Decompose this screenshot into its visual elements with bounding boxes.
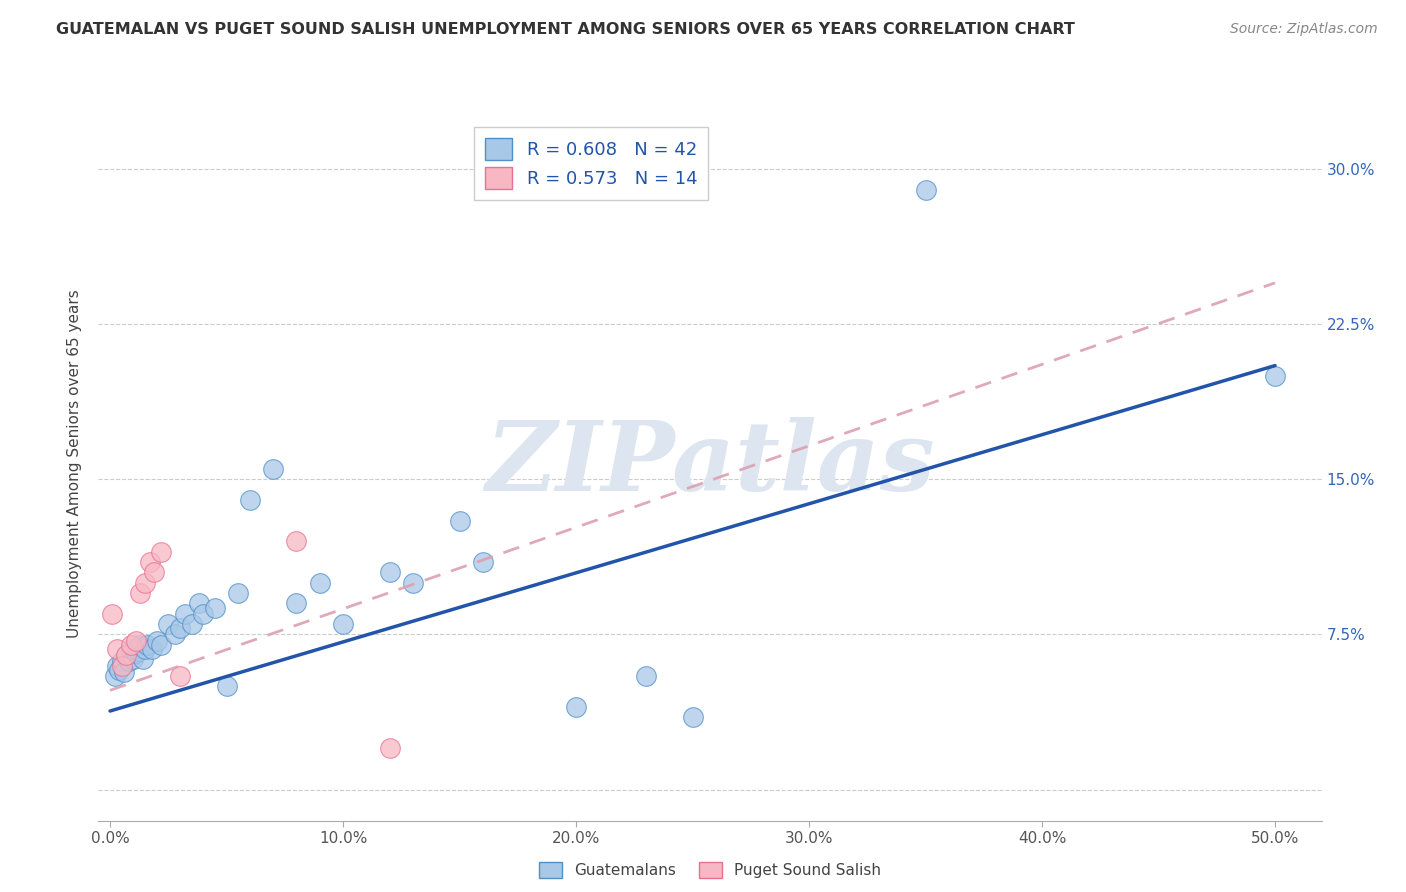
Point — [134, 642, 156, 657]
Point — [125, 646, 148, 660]
Point — [125, 633, 148, 648]
Point — [127, 644, 149, 658]
Point — [136, 638, 159, 652]
Point — [104, 669, 127, 683]
Point — [120, 642, 142, 657]
Point — [105, 642, 128, 657]
Point — [101, 607, 124, 621]
Point — [471, 555, 494, 569]
Point — [180, 617, 202, 632]
Point — [204, 600, 226, 615]
Point — [138, 555, 160, 569]
Point — [914, 183, 936, 197]
Point — [169, 621, 191, 635]
Point — [145, 633, 167, 648]
Point — [118, 654, 141, 668]
Point — [150, 638, 173, 652]
Point — [165, 627, 187, 641]
Point — [129, 586, 152, 600]
Point — [565, 699, 588, 714]
Legend: Guatemalans, Puget Sound Salish: Guatemalans, Puget Sound Salish — [533, 856, 887, 884]
Text: Source: ZipAtlas.com: Source: ZipAtlas.com — [1230, 22, 1378, 37]
Point — [129, 638, 152, 652]
Point — [187, 597, 209, 611]
Y-axis label: Unemployment Among Seniors over 65 years: Unemployment Among Seniors over 65 years — [67, 290, 83, 638]
Point — [111, 654, 134, 668]
Point — [115, 648, 138, 662]
Point — [143, 566, 166, 580]
Point — [285, 534, 308, 549]
Point — [112, 665, 135, 679]
Point — [378, 741, 401, 756]
Point — [193, 607, 215, 621]
Point — [634, 669, 657, 683]
Point — [120, 638, 142, 652]
Point — [150, 545, 173, 559]
Point — [115, 648, 138, 662]
Point — [449, 514, 471, 528]
Point — [682, 710, 704, 724]
Point — [157, 617, 180, 632]
Point — [122, 652, 145, 666]
Point — [378, 566, 401, 580]
Point — [108, 663, 131, 677]
Point — [239, 493, 262, 508]
Point — [169, 669, 191, 683]
Text: GUATEMALAN VS PUGET SOUND SALISH UNEMPLOYMENT AMONG SENIORS OVER 65 YEARS CORREL: GUATEMALAN VS PUGET SOUND SALISH UNEMPLO… — [56, 22, 1076, 37]
Point — [134, 575, 156, 590]
Point — [332, 617, 354, 632]
Point — [402, 575, 425, 590]
Point — [141, 642, 163, 657]
Point — [262, 462, 284, 476]
Point — [1264, 368, 1286, 383]
Point — [173, 607, 195, 621]
Point — [226, 586, 249, 600]
Point — [131, 652, 153, 666]
Text: ZIPatlas: ZIPatlas — [485, 417, 935, 511]
Point — [308, 575, 330, 590]
Point — [215, 679, 238, 693]
Point — [111, 658, 134, 673]
Point — [285, 597, 308, 611]
Point — [105, 658, 128, 673]
